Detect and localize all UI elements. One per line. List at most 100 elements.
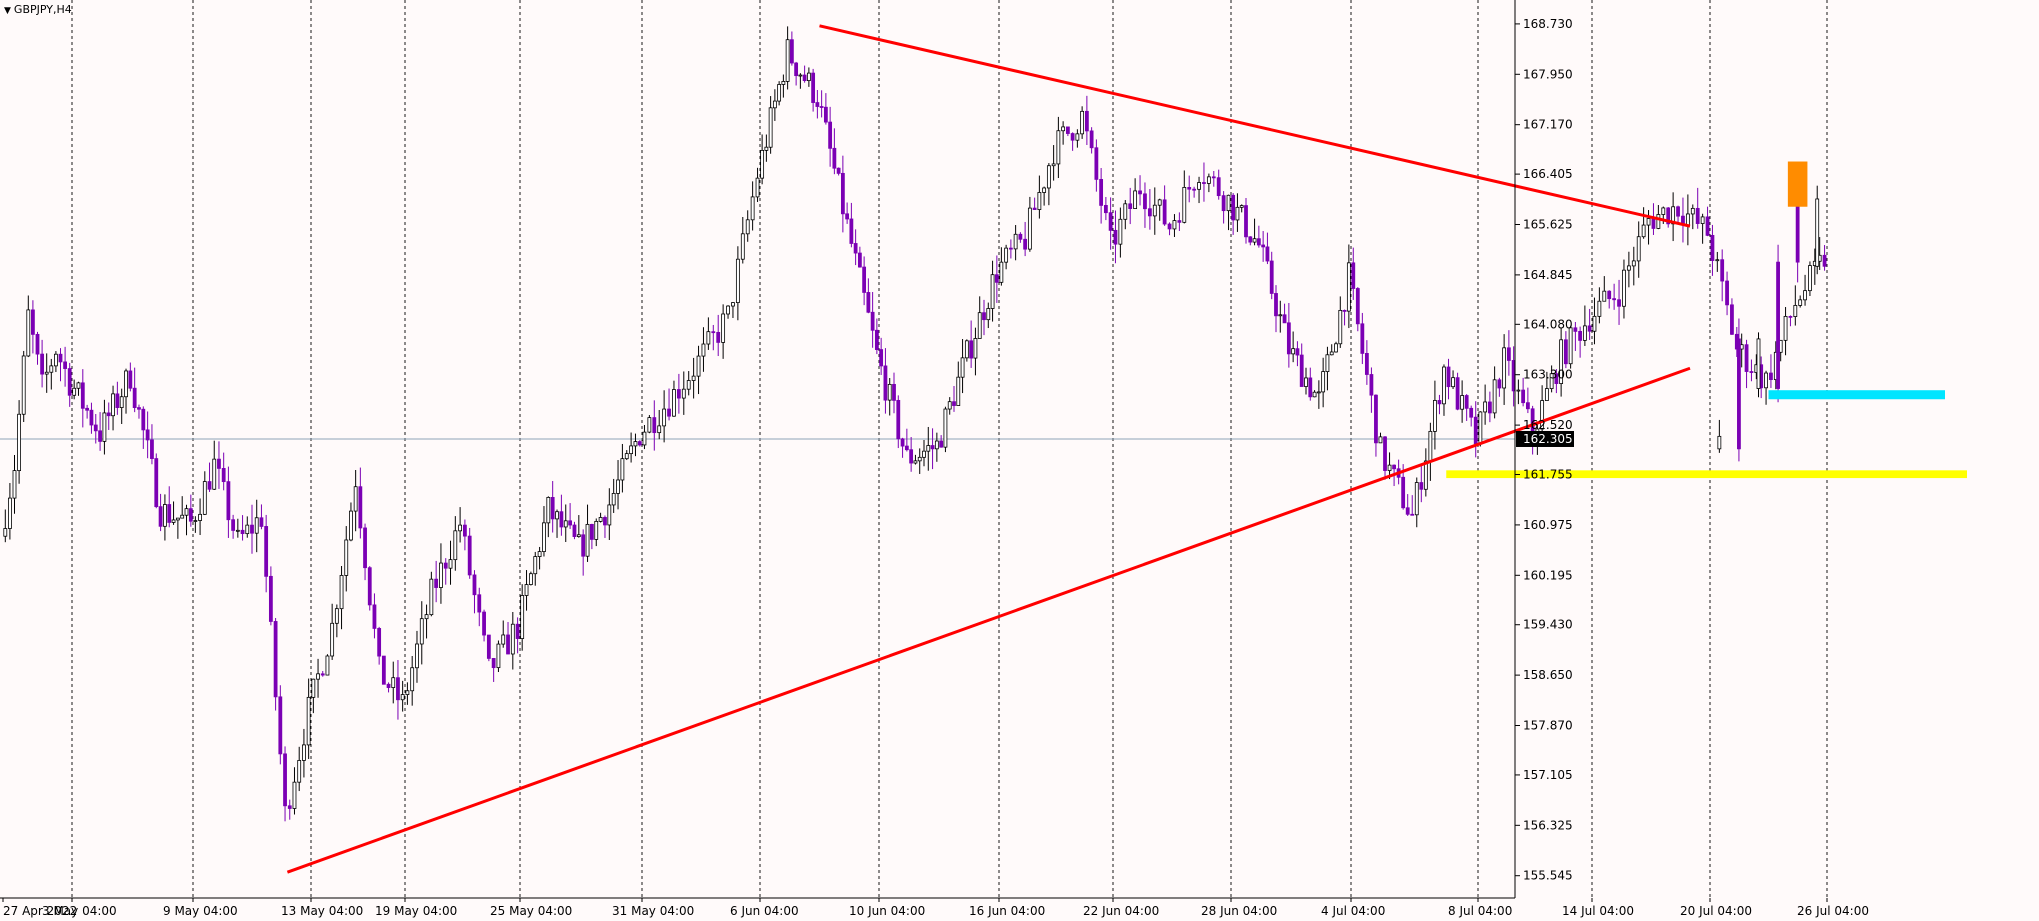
candle-body — [637, 441, 642, 446]
candle-body — [772, 100, 777, 109]
candle-body — [1051, 163, 1056, 167]
candle-body — [1182, 187, 1187, 223]
candle-body — [1004, 247, 1009, 263]
candle-body — [1685, 213, 1690, 226]
candle-body — [154, 458, 159, 508]
candle-body — [167, 504, 172, 523]
candle-body — [1559, 339, 1564, 384]
x-tick-label: 14 Jul 04:00 — [1562, 904, 1634, 918]
candle-body — [603, 517, 607, 526]
y-tick-label: 159.430 — [1523, 618, 1573, 632]
candle-body — [1715, 259, 1720, 262]
price-axis[interactable]: 168.730 167.950 167.170 166.405 165.625 164.8… — [1515, 17, 1573, 883]
candle-body — [857, 252, 862, 268]
candle-body — [750, 196, 755, 221]
candle-body — [904, 445, 909, 451]
candle-body — [85, 407, 90, 411]
y-tick-label: 157.870 — [1523, 719, 1573, 733]
candle-body — [964, 340, 969, 359]
y-tick-label: 167.170 — [1523, 118, 1573, 132]
candle-body — [1525, 402, 1530, 410]
candle-body — [616, 479, 620, 494]
candle-body — [1671, 206, 1676, 225]
candle-body — [828, 121, 833, 149]
candle-body — [171, 519, 176, 523]
candle-body — [462, 524, 467, 537]
candle-body — [999, 261, 1004, 283]
candle-body — [44, 371, 49, 375]
candle-body — [1152, 204, 1157, 217]
candle-body — [1788, 315, 1793, 318]
candle-body — [528, 573, 533, 585]
candle-body — [410, 667, 415, 692]
lower-trendline — [286, 366, 1691, 874]
candle-body — [372, 604, 377, 629]
candle-body — [1783, 315, 1788, 341]
candle-body — [158, 506, 163, 527]
candle-body — [1607, 290, 1612, 300]
candle-body — [1460, 395, 1465, 410]
x-tick-label: 22 Jun 04:00 — [1083, 904, 1159, 918]
candle-body — [1451, 377, 1455, 388]
y-tick-label: 162.520 — [1523, 418, 1573, 432]
x-tick-label: 6 Jun 04:00 — [730, 904, 799, 918]
candle-body — [297, 760, 302, 783]
candle-body — [576, 534, 581, 537]
candle-body — [1351, 262, 1356, 289]
candle-body — [443, 562, 448, 569]
candle-body — [400, 694, 405, 701]
candle-body — [823, 106, 828, 123]
chart-frame — [0, 0, 1516, 899]
candle-body — [550, 497, 555, 520]
candle-body — [794, 62, 799, 77]
candle-body — [620, 458, 625, 481]
candle-body — [1378, 436, 1383, 444]
candle-body — [802, 74, 807, 82]
candle-body — [1544, 388, 1549, 401]
candle-body — [524, 584, 529, 596]
candle-body — [93, 424, 98, 432]
candle-body — [1401, 476, 1406, 509]
candle-body — [1147, 208, 1152, 217]
candle-body — [706, 331, 711, 345]
candle-body — [119, 396, 124, 408]
candle-body — [1563, 339, 1568, 365]
candle-body — [1316, 391, 1321, 394]
candle-body — [292, 781, 297, 809]
candle-body — [1133, 190, 1138, 209]
candle-body — [1065, 126, 1070, 134]
symbol-label[interactable]: ▼ GBPJPY,H4 — [4, 3, 72, 16]
x-tick-label: 13 May 04:00 — [281, 904, 363, 918]
dropdown-triangle-icon[interactable]: ▼ — [4, 6, 11, 16]
candle-body — [913, 460, 918, 464]
candle-body — [1646, 218, 1651, 226]
candle-body — [1617, 299, 1621, 307]
candle-body — [977, 312, 982, 339]
candle-body — [1265, 246, 1270, 262]
candle-body — [832, 147, 837, 169]
candle-body — [1334, 343, 1338, 353]
candle-body — [1592, 315, 1597, 332]
candle-body — [546, 497, 551, 524]
candle-body — [1446, 366, 1451, 388]
candle-body — [1578, 330, 1583, 341]
candle-body — [1410, 513, 1415, 516]
candle-body — [1094, 147, 1099, 180]
candle-body — [35, 333, 40, 355]
candle-body — [306, 696, 311, 746]
candle-body — [994, 274, 999, 283]
x-tick-label: 4 Jul 04:00 — [1321, 904, 1385, 918]
candle-body — [845, 213, 850, 220]
candle-body — [1070, 133, 1075, 141]
candle-body — [726, 305, 730, 315]
candle-body — [1177, 220, 1182, 223]
candle-body — [1221, 195, 1226, 212]
candle-body — [1248, 236, 1253, 243]
candle-body — [990, 274, 995, 309]
y-tick-label: 167.950 — [1523, 67, 1573, 81]
candle-body — [353, 486, 358, 512]
candle-body — [175, 517, 180, 521]
